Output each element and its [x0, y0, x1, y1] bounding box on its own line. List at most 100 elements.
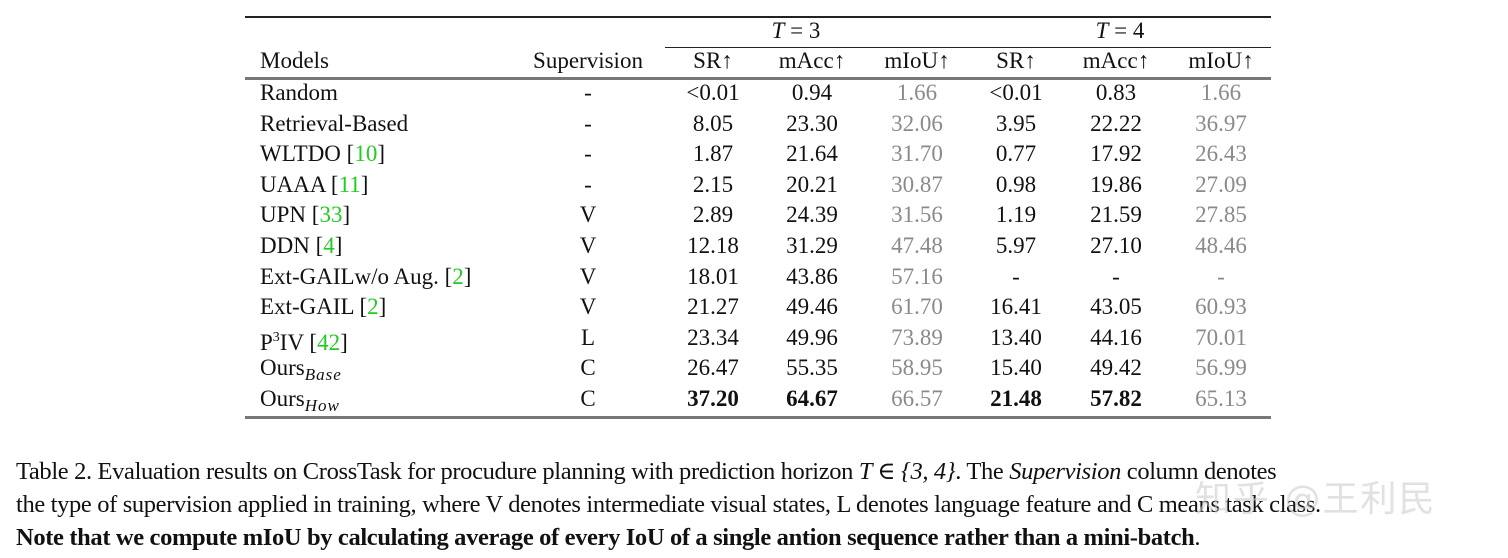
metric-cell: 61.70 [891, 294, 943, 320]
metric-cell: 17.92 [1090, 141, 1142, 167]
metric-cell: 49.46 [786, 294, 838, 320]
row-supervision: V [579, 263, 597, 289]
metric-cell: 43.86 [786, 263, 838, 289]
citation-link[interactable]: 10 [354, 141, 378, 167]
metric-cell: 44.16 [1090, 324, 1142, 350]
col-header-t4-miou: mIoU↑ [1188, 48, 1254, 73]
col-header-t4-sr: SR↑ [996, 48, 1036, 73]
metric-cell: 27.09 [1195, 171, 1247, 197]
metric-cell: 8.05 [692, 110, 734, 136]
metric-cell: 2.15 [692, 171, 734, 197]
bottom-rule [245, 416, 1271, 419]
metric-cell: 21.27 [687, 294, 739, 320]
metric-cell: 37.20 [687, 386, 739, 411]
row-model-name: Random [260, 80, 338, 105]
metric-cell: - [1012, 263, 1020, 289]
col-header-t3-macc: mAcc↑ [778, 48, 846, 73]
row-model-name: UPN [33] [260, 202, 351, 228]
metric-cell: 0.77 [995, 141, 1037, 167]
row-supervision: C [580, 355, 596, 381]
metric-cell: 57.16 [891, 263, 943, 289]
metric-cell: 43.05 [1090, 294, 1142, 320]
row-supervision: L [580, 324, 596, 350]
metric-cell: 0.98 [995, 171, 1037, 197]
row-model-name: Retrieval-Based [260, 110, 409, 136]
metric-cell: 32.06 [891, 110, 943, 136]
metric-cell: 22.22 [1090, 110, 1142, 136]
metric-cell: 20.21 [786, 171, 838, 197]
metric-cell: 21.59 [1090, 202, 1142, 228]
col-header-t4-macc: mAcc↑ [1082, 48, 1150, 73]
metric-cell: 31.56 [891, 202, 943, 228]
citation-link[interactable]: 33 [319, 202, 343, 228]
metric-cell: 26.47 [687, 355, 739, 381]
metric-cell: 49.96 [786, 324, 838, 350]
metric-cell: 66.57 [891, 386, 943, 411]
metric-cell: 23.30 [786, 110, 838, 136]
citation-link[interactable]: 42 [317, 329, 341, 355]
metric-cell: 21.48 [990, 386, 1042, 411]
col-header-t3-miou: mIoU↑ [884, 48, 950, 73]
row-model-name: Ext-GAIL [2] [260, 294, 387, 320]
citation-link[interactable]: 2 [452, 263, 464, 289]
row-supervision: V [579, 294, 597, 320]
metric-cell: 36.97 [1195, 110, 1247, 136]
col-header-models: Models [260, 48, 329, 73]
metric-cell: 30.87 [891, 171, 943, 197]
row-model-name: OursHow [260, 386, 340, 415]
metric-cell: 56.99 [1195, 355, 1247, 381]
caption-line-2: the type of supervision applied in train… [16, 491, 1321, 518]
row-model-name: OursBase [260, 355, 342, 385]
metric-cell: 31.29 [786, 233, 838, 258]
metric-cell: 27.10 [1090, 233, 1142, 258]
metric-cell: 5.97 [995, 233, 1037, 258]
metric-cell: 64.67 [786, 386, 838, 411]
row-model-name: DDN [4] [260, 233, 343, 258]
caption-line-1: Table 2. Evaluation results on CrossTask… [16, 458, 1277, 485]
metric-cell: 16.41 [990, 294, 1042, 320]
metric-cell: 55.35 [786, 355, 838, 381]
col-header-t3-sr: SR↑ [693, 48, 733, 73]
row-model-name: P3IV [42] [260, 329, 348, 355]
citation-link[interactable]: 2 [367, 294, 379, 320]
metric-cell: 65.13 [1195, 386, 1247, 411]
metric-cell: 58.95 [891, 355, 943, 381]
citation-link[interactable]: 4 [323, 233, 335, 258]
group-header-t4: T = 4 [1095, 18, 1145, 43]
row-model-name: UAAA [11] [260, 171, 369, 197]
row-model-name: WLTDO [10] [260, 141, 386, 167]
row-model-name: Ext-GAILw/o Aug. [2] [260, 263, 472, 289]
metric-cell: 15.40 [990, 355, 1042, 381]
metric-cell: 19.86 [1090, 171, 1142, 197]
metric-cell: <0.01 [686, 80, 740, 105]
metric-cell: 2.89 [692, 202, 734, 228]
metric-cell: 0.83 [1095, 80, 1137, 105]
metric-cell: - [1112, 263, 1120, 289]
caption-line-3: Note that we compute mIoU by calculating… [16, 524, 1201, 551]
metric-cell: 13.40 [990, 324, 1042, 350]
header-rule [245, 77, 1271, 80]
metric-cell: 48.46 [1195, 233, 1247, 258]
row-supervision: C [580, 386, 596, 411]
metric-cell: 24.39 [786, 202, 838, 228]
table-caption: Table 2. Evaluation results on CrossTask… [16, 455, 1506, 554]
metric-cell: - [1217, 263, 1225, 289]
group-cmidrule [665, 47, 1271, 49]
metric-cell: 70.01 [1195, 324, 1247, 350]
col-header-supervision: Supervision [533, 48, 643, 73]
metric-cell: 12.18 [687, 233, 739, 258]
metric-cell: 27.85 [1195, 202, 1247, 228]
metric-cell: 26.43 [1195, 141, 1247, 167]
citation-link[interactable]: 11 [338, 171, 361, 197]
metric-cell: 1.87 [692, 141, 734, 167]
row-supervision: - [584, 80, 592, 105]
metric-cell: 60.93 [1195, 294, 1247, 320]
group-header-t3: T = 3 [771, 18, 821, 43]
metric-cell: 1.66 [896, 80, 938, 105]
metric-cell: 23.34 [687, 324, 739, 350]
metric-cell: 57.82 [1090, 386, 1142, 411]
metric-cell: 0.94 [791, 80, 833, 105]
row-supervision: - [584, 141, 592, 167]
row-supervision: - [584, 171, 592, 197]
metric-cell: 47.48 [891, 233, 943, 258]
